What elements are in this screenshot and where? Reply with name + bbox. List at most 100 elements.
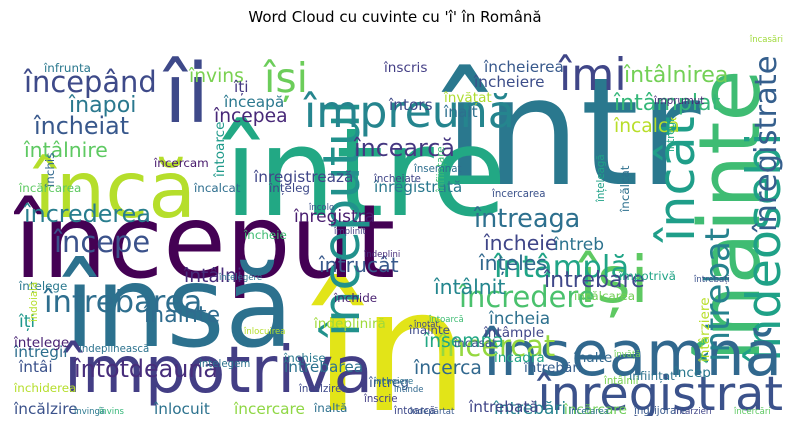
word-51: îți [18,312,35,332]
word-12: începutul [313,100,372,338]
word-4: însă [62,243,293,373]
word-9: împotriva [62,333,373,408]
word-20: întâmplă [493,250,629,285]
word-111: încolo [308,203,334,213]
word-106: întregi [665,119,677,153]
word-38: încheie [483,231,557,255]
word-34: îndepliniră [313,316,386,332]
word-70: încheierea [483,58,564,76]
word-120: îndepărtat [409,407,455,416]
word-40: întrucât [318,253,399,277]
word-21: întrebarea [43,285,202,320]
word-44: întâlni [183,266,242,287]
word-3: început [14,183,395,302]
word-83: închise [283,351,326,365]
word-41: întâlnit [433,275,505,299]
word-121: încetarea [568,407,609,416]
word-130: încasări [749,35,783,45]
word-57: întrebări [523,360,582,376]
word-64: înregistrează [253,168,353,186]
word-28: încearcă [353,134,455,162]
word-99: încercarea [491,188,545,200]
word-59: încălzire [14,400,78,416]
word-cloud: în într între început însă înainte încă îi îndeo… [14,32,786,416]
word-65: înregistrată [373,178,462,196]
word-117: însemnat [413,163,461,175]
word-58: încercare [233,400,305,416]
word-37: întâlnirea [623,62,728,88]
word-123: încercări [733,407,771,416]
word-103: încălcat [618,165,632,213]
word-29: încheiat [33,112,129,140]
word-115: înlocuirea [243,327,285,337]
word-54: întregii [14,343,68,361]
word-48: începea [213,106,288,127]
word-114: încheiere [373,377,413,387]
word-128: întoarcă [428,315,464,325]
word-95: împrumut [653,95,704,107]
word-33: înainte [143,302,220,328]
word-7: îi [162,47,209,142]
chart-title: Word Cloud cu cuvinte cu 'î' în Română [248,8,542,26]
word-104: înființare [435,147,447,193]
word-8: îndeosebi [737,132,786,363]
word-16: îmi [558,50,627,101]
word-77: întrebarea [283,358,363,376]
word-15: încât [648,116,707,243]
word-39: înțeles [478,251,547,275]
word-24: începând [23,65,157,99]
word-129: învăță [613,350,641,360]
word-42: încheia [488,309,550,329]
word-81: înalte [573,350,612,366]
word-79: încadra [493,350,545,366]
word-5: înainte [681,69,780,364]
word-124: înțelegere [218,273,262,283]
word-68: întoarce [212,122,228,179]
word-91: încălzirea [298,383,348,395]
word-101: întârziere [697,297,713,363]
word-32: întrebare [543,267,645,293]
word-96: înțelege [18,279,67,293]
word-50: întreb [553,235,604,255]
word-27: întreaga [473,204,580,234]
word-113: învins [98,407,125,416]
word-102: împotrivă [618,269,676,283]
word-35: înapoi [68,92,136,118]
word-97: înainte [408,323,450,337]
word-109: încălcarea [573,289,635,303]
word-126: înceapă [223,93,284,111]
word-122: întârzieri [673,407,712,416]
word-26: întotdeauna [73,355,218,383]
word-45: încalcă [613,116,680,137]
word-74: încheie [243,228,287,242]
word-43: însemna [423,331,504,352]
word-108: îndoială [28,282,40,323]
word-52: îți [233,78,249,96]
word-88: închide [333,291,377,305]
word-1: într [441,46,701,220]
word-13: înregistrat [537,367,783,416]
word-80: încasat [453,336,497,350]
word-6: încă [32,145,196,236]
word-116: îndeplini [363,250,400,260]
word-53: întâi [18,358,53,376]
word-84: închiderea [14,381,76,395]
word-61: întrebată [468,398,539,416]
word-71: înscris [383,60,427,76]
word-47: încheiere [473,73,545,91]
word-14: împreună [303,87,515,138]
word-92: întâlnii [603,375,638,387]
word-110: învingă [73,407,105,416]
word-60: înlocuit [153,400,210,416]
word-76: încalcat [193,181,241,195]
word-49: încerca [413,358,482,379]
word-112: împlinit [333,227,367,237]
word-86: înscrie [363,393,397,405]
word-22: încredere [458,280,595,314]
word-98: îngrijorare [633,405,687,416]
word-56: întrebări [493,399,566,416]
word-119: întrebați [693,275,730,285]
word-105: înțeleagă [595,154,607,203]
word-125: întinde [393,385,423,395]
